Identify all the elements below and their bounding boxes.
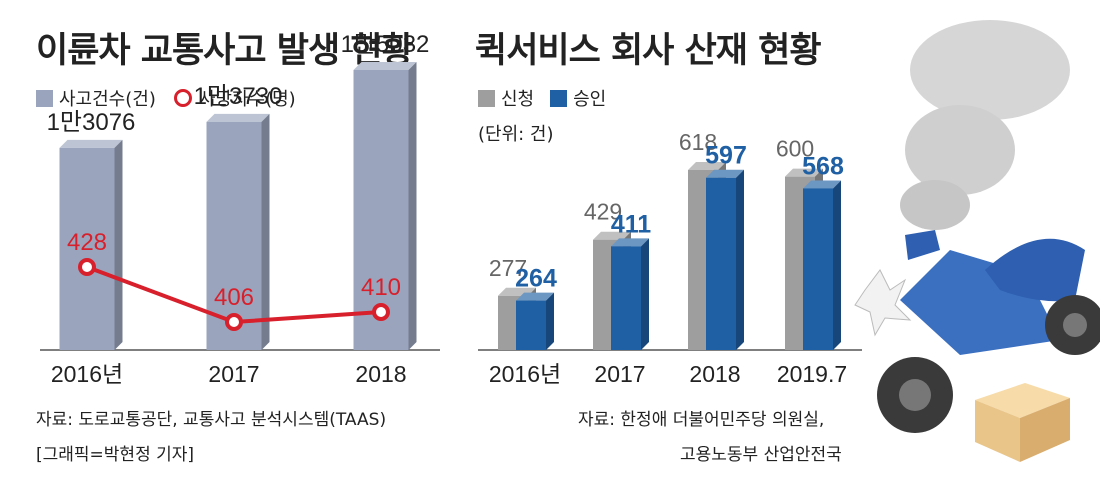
right-source: 자료: 한정애 더불어민주당 의원실, [578,410,825,430]
accident-label-1: 1만3730 [194,83,283,110]
right-category-2: 2018 [689,361,740,387]
left-category-1: 2017 [208,361,259,387]
apply-label-2: 618 [679,129,717,155]
approve-bar-3 [803,188,833,350]
left-chart-title: 이륜차 교통사고 발생 현황 [36,31,414,71]
accident-bar-1-top [206,113,270,122]
approve-label-1: 411 [611,210,651,238]
apply-bar-1-top [593,231,631,240]
approve-bar-2 [706,177,736,350]
legend-apply-label: 신청 [501,89,535,110]
approve-label-3: 568 [802,152,844,180]
graphic-credit: [그래픽=박현정 기자] [36,445,195,465]
accident-label-0: 1만3076 [47,109,136,136]
death-point-1 [225,313,243,331]
left-legend: 사고건수(건) 사망자수(명) [36,85,296,111]
death-point-0 [78,258,96,276]
approve-label-2: 597 [705,142,747,170]
bar-swatch [36,89,53,107]
left-category-2: 2018 [355,361,406,387]
left-category-0: 2016년 [51,361,123,387]
accident-label-2: 1만5032 [341,31,430,58]
unit-label: (단위: 건) [478,124,554,145]
right-legend: 신청 승인 [478,85,606,111]
approve-bar-1-side [641,238,649,350]
right-chart-title: 퀵서비스 회사 산재 현황 [475,31,822,71]
legend-approve-label: 승인 [573,89,607,110]
approve-bar-0 [516,300,546,350]
accident-bar-0-top [59,139,123,148]
apply-swatch [478,89,495,107]
apply-label-3: 600 [776,136,814,162]
left-chart: 1만3076 2016년 1만3730 2017 1만5032 2018 428 406 410 [40,31,440,387]
left-source: 자료: 도로교통공단, 교통사고 분석시스템(TAAS) [36,410,387,430]
death-label-2: 410 [361,274,401,301]
approve-bar-3-top [803,180,841,189]
death-label-1: 406 [214,284,254,311]
approve-bar-3-side [833,180,841,350]
apply-bar-3-top [785,168,823,177]
right-category-0: 2016년 [489,361,561,387]
accident-bar-0-side [114,139,123,350]
accident-bar-2-side [408,62,417,350]
approve-bar-0-side [546,292,554,350]
right-category-1: 2017 [594,361,645,387]
apply-label-0: 277 [489,255,527,281]
legend-bar-label: 사고건수(건) [59,89,156,110]
accident-bar-1-side [261,113,270,350]
approve-bar-0-top [516,292,554,301]
death-point-2 [372,303,390,321]
scooter-illustration [854,20,1100,462]
apply-bar-2-top [688,162,726,170]
legend-line-label: 사망자수(명) [198,89,296,110]
accident-bar-0 [59,147,115,350]
right-source-2: 고용노동부 산업안전국 [680,445,842,465]
line-marker-swatch [173,89,192,107]
approve-bar-2-side [736,169,744,350]
apply-label-1: 429 [584,199,622,225]
approve-bar-1 [611,246,641,350]
death-label-0: 428 [67,229,107,256]
approve-bar-1-top [611,238,649,247]
accident-bar-2-top [353,62,417,70]
accident-bar-1 [206,121,262,350]
approve-bar-2-top [706,169,744,178]
approve-label-0: 264 [515,265,557,293]
approve-swatch [550,89,568,107]
right-category-3: 2019.7 [777,361,847,387]
